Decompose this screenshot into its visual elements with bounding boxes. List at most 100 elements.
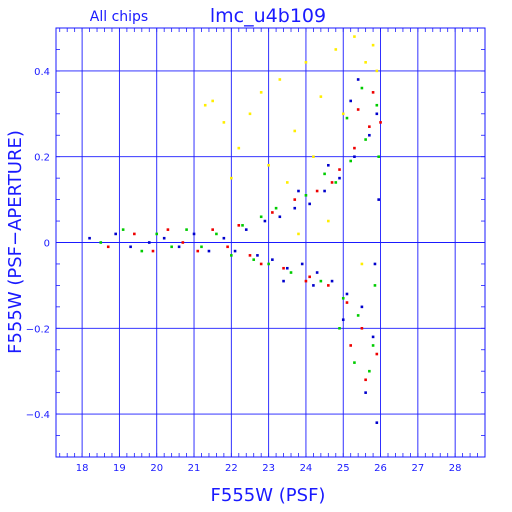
data-point [241,224,244,227]
data-point [211,228,214,231]
data-point [353,361,356,364]
data-point [375,112,379,116]
data-point [312,284,315,287]
data-point [259,262,263,266]
data-point [233,249,237,253]
data-point [259,215,263,219]
data-point [349,344,353,347]
data-point [177,245,181,249]
data-point [166,228,170,231]
data-point [353,35,356,38]
data-point [263,219,267,223]
data-point [129,245,132,249]
data-point [252,258,256,261]
data-point [274,206,278,210]
data-point [371,344,375,347]
data-point [334,181,338,184]
data-point [300,262,304,266]
data-point [88,236,91,240]
x-tick-label: 22 [225,463,238,474]
data-point [170,245,173,249]
data-point [356,314,360,317]
x-tick-label: 19 [113,463,126,474]
data-point [278,215,282,219]
data-point [293,198,297,201]
data-point [330,181,334,184]
data-point [373,284,377,287]
data-point [308,275,311,279]
data-point [297,232,300,236]
data-point [267,262,270,266]
y-axis-label: F555W (PSF−APERTURE) [5,130,26,354]
data-point [345,292,349,296]
data-point [106,245,110,249]
data-point [356,108,360,111]
data-point [304,194,308,197]
x-tick-label: 21 [188,463,201,474]
data-point [338,176,341,180]
data-point [330,279,334,283]
data-point [304,61,308,64]
x-axis-label: F555W (PSF) [211,485,326,506]
data-point [278,78,282,81]
data-point [248,254,252,257]
data-point [259,91,263,94]
data-point [315,271,319,274]
data-point [360,86,364,90]
data-point [323,189,326,193]
data-point [248,112,252,116]
data-point [315,189,319,193]
data-point [323,172,326,176]
data-point [368,125,371,128]
data-point [285,266,289,270]
data-point [364,391,367,394]
data-point [345,301,349,304]
data-point [304,279,308,283]
data-point [379,121,382,124]
data-point [341,112,345,116]
y-tick-label: 0 [44,239,50,250]
data-point [230,176,233,180]
data-point [215,232,218,236]
data-point [334,48,338,51]
data-point [338,327,341,330]
x-tick-label: 28 [449,463,462,474]
data-point [267,163,270,167]
data-point [349,99,353,103]
data-point [327,163,330,167]
data-point [211,99,214,103]
data-point [364,138,367,141]
data-point [237,224,241,227]
data-point [222,236,226,240]
data-point [271,258,274,261]
chart-title: lmc_u4b109 [210,5,326,27]
data-point [360,262,364,266]
data-point [373,262,377,266]
data-point [237,146,241,150]
data-point [360,327,364,330]
data-point [244,228,248,231]
data-point [368,369,371,373]
y-tick-label: 0.4 [34,67,50,78]
data-point [371,43,375,47]
data-point [285,181,289,184]
data-point [297,189,300,193]
y-tick-label: 0.2 [34,153,50,164]
data-point [319,279,323,283]
data-point [99,241,103,244]
y-tick-label: −0.4 [26,410,50,421]
data-point [133,232,136,236]
data-point [155,232,159,236]
x-tick-label: 20 [150,463,163,474]
data-point [375,352,379,356]
data-point [200,245,203,249]
x-tick-label: 23 [262,463,275,474]
data-point [341,296,345,300]
data-point [222,121,226,124]
x-tick-label: 24 [300,463,313,474]
data-point [353,155,356,158]
data-point [282,279,285,283]
data-point [151,249,155,253]
data-point [364,378,367,382]
